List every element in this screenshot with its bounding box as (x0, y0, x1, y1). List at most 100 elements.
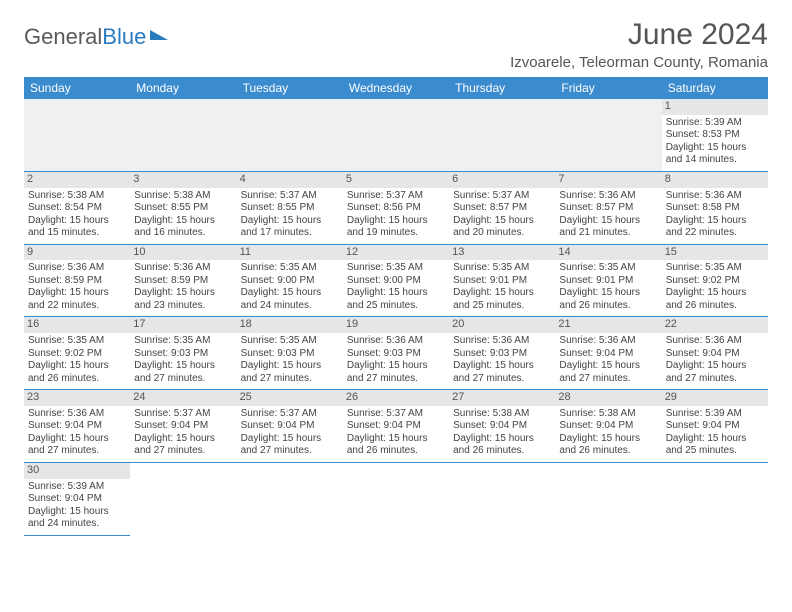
sunrise-line: Sunrise: 5:36 AM (28, 262, 126, 275)
day-number: 22 (662, 317, 768, 333)
calendar-cell: 9Sunrise: 5:36 AMSunset: 8:59 PMDaylight… (24, 244, 130, 317)
sunset-line: Sunset: 8:57 PM (559, 202, 657, 215)
calendar-cell: 23Sunrise: 5:36 AMSunset: 9:04 PMDayligh… (24, 390, 130, 463)
day-number: 16 (24, 317, 130, 333)
calendar-cell: 28Sunrise: 5:38 AMSunset: 9:04 PMDayligh… (555, 390, 661, 463)
sunrise-line: Sunrise: 5:37 AM (347, 190, 445, 203)
sunset-line: Sunset: 9:04 PM (559, 348, 657, 361)
daylight-line-1: Daylight: 15 hours (241, 287, 339, 300)
sunrise-line: Sunrise: 5:35 AM (347, 262, 445, 275)
day-number: 18 (237, 317, 343, 333)
daylight-line-2: and 27 minutes. (453, 373, 551, 386)
calendar-cell: 14Sunrise: 5:35 AMSunset: 9:01 PMDayligh… (555, 244, 661, 317)
daylight-line-1: Daylight: 15 hours (134, 215, 232, 228)
day-number: 28 (555, 390, 661, 406)
calendar-cell: 26Sunrise: 5:37 AMSunset: 9:04 PMDayligh… (343, 390, 449, 463)
sunset-line: Sunset: 9:00 PM (241, 275, 339, 288)
day-header: Friday (555, 77, 661, 99)
daylight-line-2: and 14 minutes. (666, 154, 764, 167)
calendar-cell (343, 99, 449, 171)
sunset-line: Sunset: 9:01 PM (559, 275, 657, 288)
day-number: 1 (662, 99, 768, 115)
daylight-line-2: and 24 minutes. (28, 518, 126, 531)
daylight-line-2: and 26 minutes. (28, 373, 126, 386)
calendar-cell (237, 462, 343, 535)
calendar-cell: 17Sunrise: 5:35 AMSunset: 9:03 PMDayligh… (130, 317, 236, 390)
day-number: 10 (130, 245, 236, 261)
day-number: 20 (449, 317, 555, 333)
calendar-cell: 6Sunrise: 5:37 AMSunset: 8:57 PMDaylight… (449, 171, 555, 244)
day-number: 2 (24, 172, 130, 188)
sunset-line: Sunset: 9:03 PM (134, 348, 232, 361)
daylight-line-1: Daylight: 15 hours (134, 287, 232, 300)
day-number: 30 (24, 463, 130, 479)
calendar-cell (130, 462, 236, 535)
calendar-cell: 3Sunrise: 5:38 AMSunset: 8:55 PMDaylight… (130, 171, 236, 244)
sunset-line: Sunset: 9:04 PM (134, 420, 232, 433)
day-header: Saturday (662, 77, 768, 99)
calendar-cell (662, 462, 768, 535)
sunset-line: Sunset: 8:58 PM (666, 202, 764, 215)
calendar-cell: 11Sunrise: 5:35 AMSunset: 9:00 PMDayligh… (237, 244, 343, 317)
sunset-line: Sunset: 9:04 PM (347, 420, 445, 433)
logo-mark-icon (150, 30, 168, 40)
day-number: 23 (24, 390, 130, 406)
sunrise-line: Sunrise: 5:36 AM (453, 335, 551, 348)
day-header: Tuesday (237, 77, 343, 99)
calendar-week: 1Sunrise: 5:39 AMSunset: 8:53 PMDaylight… (24, 99, 768, 171)
daylight-line-1: Daylight: 15 hours (134, 433, 232, 446)
sunrise-line: Sunrise: 5:35 AM (134, 335, 232, 348)
calendar-week: 9Sunrise: 5:36 AMSunset: 8:59 PMDaylight… (24, 244, 768, 317)
daylight-line-1: Daylight: 15 hours (347, 215, 445, 228)
sunset-line: Sunset: 8:56 PM (347, 202, 445, 215)
calendar-week: 16Sunrise: 5:35 AMSunset: 9:02 PMDayligh… (24, 317, 768, 390)
daylight-line-2: and 23 minutes. (134, 300, 232, 313)
daylight-line-2: and 27 minutes. (347, 373, 445, 386)
day-number: 6 (449, 172, 555, 188)
daylight-line-2: and 21 minutes. (559, 227, 657, 240)
calendar-cell: 1Sunrise: 5:39 AMSunset: 8:53 PMDaylight… (662, 99, 768, 171)
calendar-cell: 20Sunrise: 5:36 AMSunset: 9:03 PMDayligh… (449, 317, 555, 390)
calendar-cell: 7Sunrise: 5:36 AMSunset: 8:57 PMDaylight… (555, 171, 661, 244)
calendar-cell (449, 99, 555, 171)
logo-text-gray: General (24, 24, 102, 50)
calendar-cell (130, 99, 236, 171)
daylight-line-2: and 25 minutes. (347, 300, 445, 313)
daylight-line-2: and 25 minutes. (666, 445, 764, 458)
sunset-line: Sunset: 8:54 PM (28, 202, 126, 215)
sunrise-line: Sunrise: 5:35 AM (453, 262, 551, 275)
daylight-line-1: Daylight: 15 hours (347, 433, 445, 446)
calendar-cell (555, 99, 661, 171)
sunset-line: Sunset: 9:01 PM (453, 275, 551, 288)
sunrise-line: Sunrise: 5:37 AM (241, 190, 339, 203)
day-number: 13 (449, 245, 555, 261)
day-number: 8 (662, 172, 768, 188)
location: Izvoarele, Teleorman County, Romania (510, 54, 768, 71)
sunset-line: Sunset: 9:04 PM (666, 420, 764, 433)
daylight-line-1: Daylight: 15 hours (453, 215, 551, 228)
sunrise-line: Sunrise: 5:37 AM (453, 190, 551, 203)
daylight-line-1: Daylight: 15 hours (453, 433, 551, 446)
daylight-line-2: and 22 minutes. (666, 227, 764, 240)
sunrise-line: Sunrise: 5:35 AM (666, 262, 764, 275)
header: GeneralBlue June 2024 Izvoarele, Teleorm… (24, 18, 768, 71)
sunset-line: Sunset: 9:04 PM (453, 420, 551, 433)
sunrise-line: Sunrise: 5:36 AM (666, 190, 764, 203)
sunrise-line: Sunrise: 5:38 AM (559, 408, 657, 421)
daylight-line-1: Daylight: 15 hours (559, 215, 657, 228)
day-number: 26 (343, 390, 449, 406)
sunrise-line: Sunrise: 5:36 AM (666, 335, 764, 348)
daylight-line-1: Daylight: 15 hours (666, 142, 764, 155)
sunset-line: Sunset: 9:04 PM (28, 420, 126, 433)
day-number: 25 (237, 390, 343, 406)
calendar-cell: 5Sunrise: 5:37 AMSunset: 8:56 PMDaylight… (343, 171, 449, 244)
sunset-line: Sunset: 9:02 PM (666, 275, 764, 288)
calendar-cell: 8Sunrise: 5:36 AMSunset: 8:58 PMDaylight… (662, 171, 768, 244)
sunset-line: Sunset: 8:59 PM (134, 275, 232, 288)
day-number: 19 (343, 317, 449, 333)
sunrise-line: Sunrise: 5:37 AM (241, 408, 339, 421)
daylight-line-1: Daylight: 15 hours (28, 360, 126, 373)
calendar-cell: 2Sunrise: 5:38 AMSunset: 8:54 PMDaylight… (24, 171, 130, 244)
sunrise-line: Sunrise: 5:39 AM (666, 408, 764, 421)
daylight-line-1: Daylight: 15 hours (559, 433, 657, 446)
